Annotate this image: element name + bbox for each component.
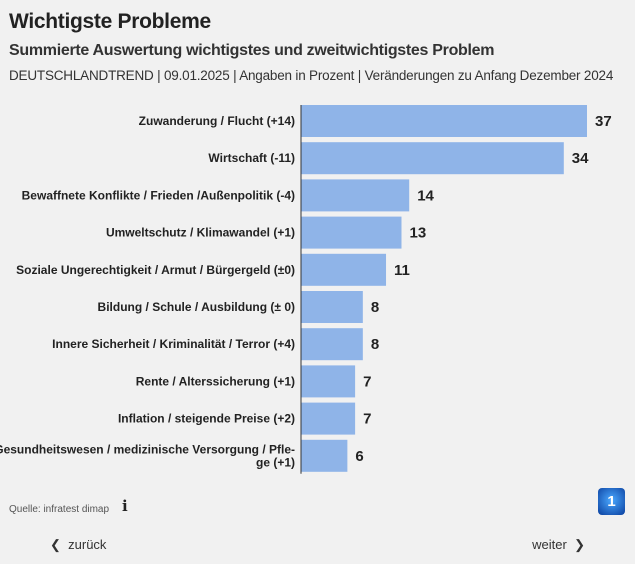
bar xyxy=(301,253,387,286)
value-label: 34 xyxy=(572,150,589,167)
chart-title: Wichtigste Probleme xyxy=(9,10,211,33)
bar-chart: 37 Zuwanderung / Flucht (+14) 34 Wirtschaft… xyxy=(0,105,612,474)
bar xyxy=(301,105,587,137)
bar xyxy=(301,179,410,212)
value-label: 11 xyxy=(394,262,410,279)
chart-subtitle: Summierte Auswertung wichtigstes und zwe… xyxy=(9,42,495,59)
value-label: 13 xyxy=(409,225,426,242)
category-label: Umweltschutz / Klimawandel (+1) xyxy=(106,226,295,240)
source-text: Quelle: infratest dimap xyxy=(9,504,110,515)
next-label: weiter xyxy=(532,537,567,552)
bar xyxy=(301,365,356,398)
category-label: Inflation / steigende Preise (+2) xyxy=(118,412,295,426)
value-label: 8 xyxy=(371,336,379,353)
value-label: 14 xyxy=(417,187,434,204)
category-label: Bildung / Schule / Ausbildung (± 0) xyxy=(98,300,295,314)
chart-meta: DEUTSCHLANDTREND | 09.01.2025 | Angaben … xyxy=(9,68,614,83)
category-label: Innere Sicherheit / Kriminalität / Terro… xyxy=(52,337,295,351)
bar xyxy=(301,402,356,435)
bar xyxy=(301,439,348,472)
chevron-left-icon: ❮ xyxy=(50,537,61,552)
bar xyxy=(301,291,363,323)
value-label: 37 xyxy=(595,113,612,130)
bar xyxy=(301,142,564,175)
next-button[interactable]: weiter ❯ xyxy=(532,537,585,553)
value-label: 6 xyxy=(355,448,363,465)
category-label: Gesundheitswesen / medizinische Versorgu… xyxy=(0,442,295,456)
category-label: Soziale Ungerechtigkeit / Armut / Bürger… xyxy=(16,263,295,277)
info-icon[interactable]: i xyxy=(122,497,128,515)
value-label: 7 xyxy=(363,373,371,390)
category-label: Wirtschaft (-11) xyxy=(208,151,295,165)
category-label: Rente / Alterssicherung (+1) xyxy=(136,374,295,388)
category-label: Bewaffnete Konflikte / Frieden /Außenpol… xyxy=(22,188,295,202)
back-label: zurück xyxy=(68,537,107,552)
bar xyxy=(301,328,363,361)
value-label: 7 xyxy=(363,411,371,428)
bar xyxy=(301,216,402,249)
category-label: Zuwanderung / Flucht (+14) xyxy=(139,114,295,128)
chevron-right-icon: ❯ xyxy=(574,537,585,552)
value-label: 8 xyxy=(371,299,379,316)
back-button[interactable]: ❮ zurück xyxy=(50,537,106,553)
category-label: ge (+1) xyxy=(256,455,295,469)
tagesschau-logo: 1 xyxy=(598,488,625,515)
